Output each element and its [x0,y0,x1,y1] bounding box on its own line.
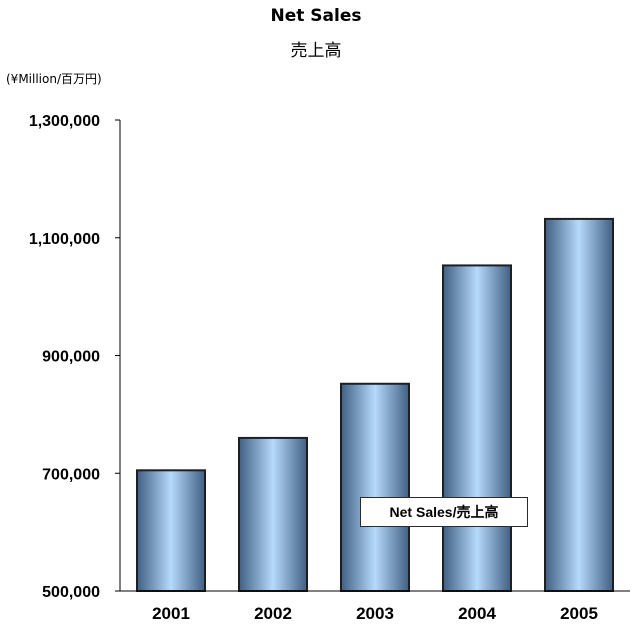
bar-2001 [137,470,205,591]
bar-2002 [239,438,307,591]
y-tick-label: 1,300,000 [29,113,100,130]
bar-2004 [443,265,511,591]
y-tick-labels: 500,000 700,000 900,000 1,100,000 1,300,000 [29,113,100,601]
y-tick-label: 1,100,000 [29,231,100,248]
x-tick-label: 2003 [356,604,394,623]
y-tick-label: 700,000 [42,466,100,483]
y-tick-label: 500,000 [42,584,100,601]
x-tick-label: 2004 [458,604,496,623]
x-tick-labels: 2001 2002 2003 2004 2005 [152,604,598,623]
y-tick-label: 900,000 [42,349,100,366]
bars-group [137,219,613,591]
x-tick-label: 2001 [152,604,190,623]
x-tick-label: 2005 [560,604,598,623]
legend: Net Sales/売上高 [360,497,528,527]
bar-2003 [341,384,409,591]
bar-2005 [545,219,613,591]
x-tick-label: 2002 [254,604,292,623]
legend-label: Net Sales/売上高 [390,502,499,522]
